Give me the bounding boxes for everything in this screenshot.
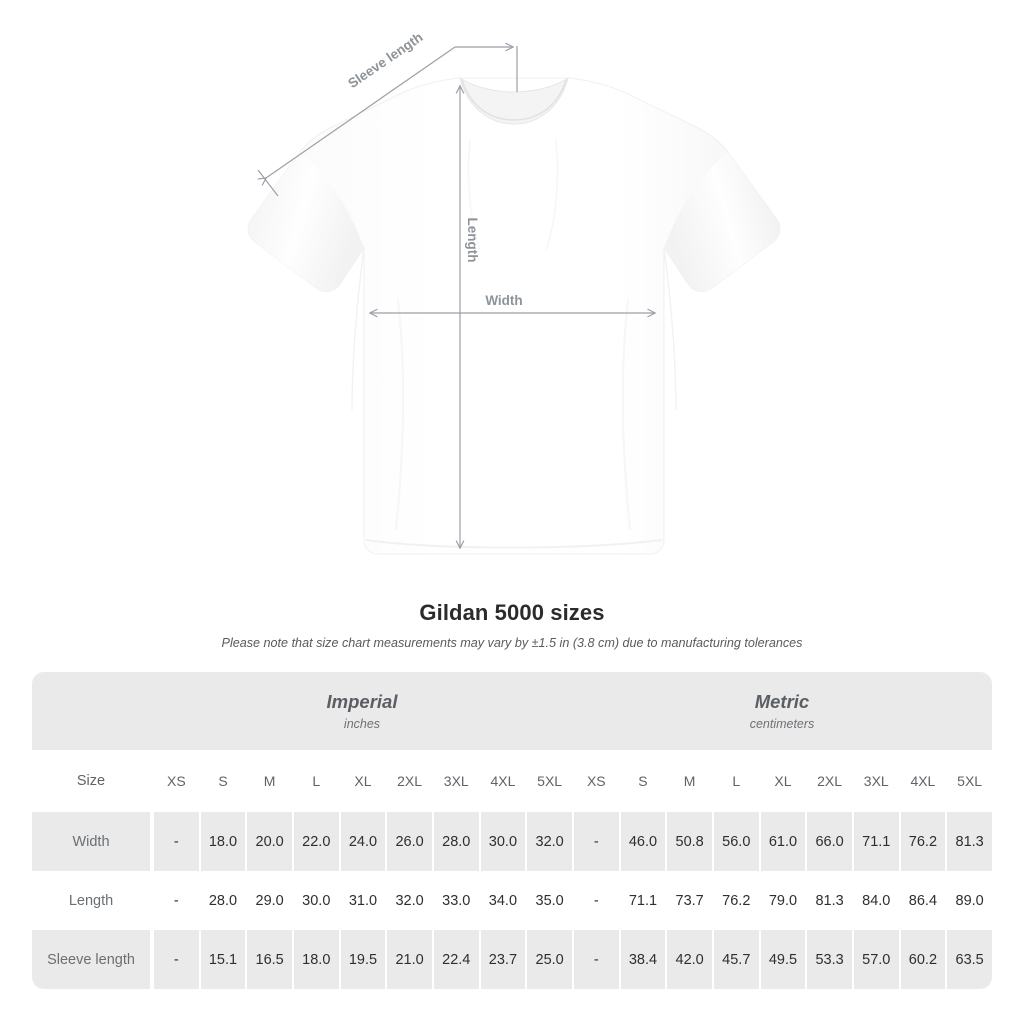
cell-sleeve-metric-s: 38.4 bbox=[618, 930, 666, 989]
size-chart-table: Imperial inches Metric centimeters Size … bbox=[32, 672, 992, 989]
sleeve-length-label: Sleeve length bbox=[345, 29, 425, 91]
cell-sleeve-metric-2xl: 53.3 bbox=[805, 930, 852, 989]
unit-group-header-row: Imperial inches Metric centimeters bbox=[32, 672, 992, 750]
size-header-row: Size XS S M L XL 2XL 3XL 4XL 5XL XS S M … bbox=[32, 750, 992, 812]
cell-width-metric-5xl: 81.3 bbox=[945, 812, 992, 871]
row-label-sleeve-length: Sleeve length bbox=[32, 930, 152, 989]
cell-length-imperial-m: 29.0 bbox=[245, 871, 292, 930]
cell-sleeve-imperial-5xl: 25.0 bbox=[525, 930, 572, 989]
table-row-width: Width - 18.0 20.0 22.0 24.0 26.0 28.0 30… bbox=[32, 812, 992, 871]
size-header-imperial-5xl: 5XL bbox=[525, 750, 572, 812]
size-header-metric-4xl: 4XL bbox=[898, 750, 946, 812]
cell-sleeve-metric-l: 45.7 bbox=[711, 930, 759, 989]
size-header-metric-xl: XL bbox=[758, 750, 806, 812]
cell-width-imperial-3xl: 28.0 bbox=[431, 812, 479, 871]
cell-sleeve-imperial-4xl: 23.7 bbox=[478, 930, 526, 989]
cell-sleeve-imperial-s: 15.1 bbox=[198, 930, 246, 989]
cell-sleeve-metric-xs: - bbox=[571, 930, 619, 989]
width-annotation: Width bbox=[370, 293, 655, 313]
unit-group-imperial: Imperial inches bbox=[152, 672, 572, 750]
unit-group-metric-subtitle: centimeters bbox=[749, 716, 815, 731]
title-block: Gildan 5000 sizes Please note that size … bbox=[0, 598, 1024, 652]
cell-width-metric-l: 56.0 bbox=[711, 812, 759, 871]
cell-length-imperial-3xl: 33.0 bbox=[431, 871, 479, 930]
row-label-width: Width bbox=[32, 812, 152, 871]
cell-width-metric-2xl: 66.0 bbox=[805, 812, 852, 871]
cell-sleeve-metric-4xl: 60.2 bbox=[898, 930, 946, 989]
cell-length-metric-s: 71.1 bbox=[618, 871, 666, 930]
cell-sleeve-imperial-l: 18.0 bbox=[291, 930, 339, 989]
size-header-imperial-m: M bbox=[245, 750, 292, 812]
unit-header-spacer bbox=[32, 672, 152, 750]
cell-sleeve-metric-5xl: 63.5 bbox=[945, 930, 992, 989]
tshirt-body-shape bbox=[247, 76, 781, 555]
cell-width-imperial-s: 18.0 bbox=[198, 812, 246, 871]
cell-width-imperial-xl: 24.0 bbox=[338, 812, 386, 871]
cell-width-metric-s: 46.0 bbox=[618, 812, 666, 871]
cell-length-metric-xs: - bbox=[571, 871, 619, 930]
size-header-metric-s: S bbox=[618, 750, 666, 812]
cell-length-imperial-xl: 31.0 bbox=[338, 871, 386, 930]
size-header-imperial-2xl: 2XL bbox=[385, 750, 432, 812]
cell-sleeve-metric-xl: 49.5 bbox=[758, 930, 806, 989]
cell-width-metric-xs: - bbox=[571, 812, 619, 871]
cell-width-metric-3xl: 71.1 bbox=[851, 812, 899, 871]
cell-length-imperial-l: 30.0 bbox=[291, 871, 339, 930]
cell-width-imperial-2xl: 26.0 bbox=[385, 812, 432, 871]
cell-width-metric-4xl: 76.2 bbox=[898, 812, 946, 871]
cell-length-metric-4xl: 86.4 bbox=[898, 871, 946, 930]
length-label: Length bbox=[465, 218, 480, 263]
unit-group-metric: Metric centimeters bbox=[571, 672, 992, 750]
cell-sleeve-imperial-3xl: 22.4 bbox=[431, 930, 479, 989]
cell-length-imperial-xs: - bbox=[152, 871, 199, 930]
cell-sleeve-imperial-2xl: 21.0 bbox=[385, 930, 432, 989]
size-header-imperial-xs: XS bbox=[152, 750, 199, 812]
cell-length-imperial-5xl: 35.0 bbox=[525, 871, 572, 930]
table-row-sleeve-length: Sleeve length - 15.1 16.5 18.0 19.5 21.0… bbox=[32, 930, 992, 989]
cell-length-imperial-2xl: 32.0 bbox=[385, 871, 432, 930]
cell-width-metric-m: 50.8 bbox=[665, 812, 712, 871]
cell-length-metric-5xl: 89.0 bbox=[945, 871, 992, 930]
cell-length-imperial-4xl: 34.0 bbox=[478, 871, 526, 930]
cell-width-metric-xl: 61.0 bbox=[758, 812, 806, 871]
cell-width-imperial-l: 22.0 bbox=[291, 812, 339, 871]
cell-sleeve-imperial-xl: 19.5 bbox=[338, 930, 386, 989]
cell-sleeve-metric-3xl: 57.0 bbox=[851, 930, 899, 989]
cell-width-imperial-xs: - bbox=[152, 812, 199, 871]
cell-length-metric-l: 76.2 bbox=[711, 871, 759, 930]
cell-width-imperial-4xl: 30.0 bbox=[478, 812, 526, 871]
unit-group-imperial-name: Imperial bbox=[326, 690, 398, 712]
size-header-metric-3xl: 3XL bbox=[851, 750, 899, 812]
cell-width-imperial-m: 20.0 bbox=[245, 812, 292, 871]
cell-length-imperial-s: 28.0 bbox=[198, 871, 246, 930]
size-header-metric-m: M bbox=[665, 750, 712, 812]
cell-length-metric-3xl: 84.0 bbox=[851, 871, 899, 930]
cell-length-metric-m: 73.7 bbox=[665, 871, 712, 930]
tshirt-illustration: Sleeve length Length Width bbox=[247, 29, 781, 555]
size-column-header: Size bbox=[32, 750, 152, 812]
size-header-metric-l: L bbox=[711, 750, 759, 812]
size-header-imperial-xl: XL bbox=[338, 750, 386, 812]
cell-width-imperial-5xl: 32.0 bbox=[525, 812, 572, 871]
unit-group-imperial-subtitle: inches bbox=[343, 716, 381, 731]
unit-group-metric-name: Metric bbox=[754, 690, 810, 712]
cell-sleeve-metric-m: 42.0 bbox=[665, 930, 712, 989]
cell-length-metric-2xl: 81.3 bbox=[805, 871, 852, 930]
size-header-imperial-3xl: 3XL bbox=[431, 750, 479, 812]
size-header-metric-5xl: 5XL bbox=[945, 750, 992, 812]
size-header-metric-xs: XS bbox=[571, 750, 619, 812]
size-header-imperial-s: S bbox=[198, 750, 246, 812]
row-label-length: Length bbox=[32, 871, 152, 930]
size-header-imperial-l: L bbox=[291, 750, 339, 812]
size-header-metric-2xl: 2XL bbox=[805, 750, 852, 812]
tolerance-note: Please note that size chart measurements… bbox=[221, 636, 803, 650]
cell-sleeve-imperial-xs: - bbox=[152, 930, 199, 989]
page-title: Gildan 5000 sizes bbox=[419, 600, 605, 625]
table-row-length: Length - 28.0 29.0 30.0 31.0 32.0 33.0 3… bbox=[32, 871, 992, 930]
size-header-imperial-4xl: 4XL bbox=[478, 750, 526, 812]
width-label: Width bbox=[485, 293, 522, 308]
cell-length-metric-xl: 79.0 bbox=[758, 871, 806, 930]
cell-sleeve-imperial-m: 16.5 bbox=[245, 930, 292, 989]
